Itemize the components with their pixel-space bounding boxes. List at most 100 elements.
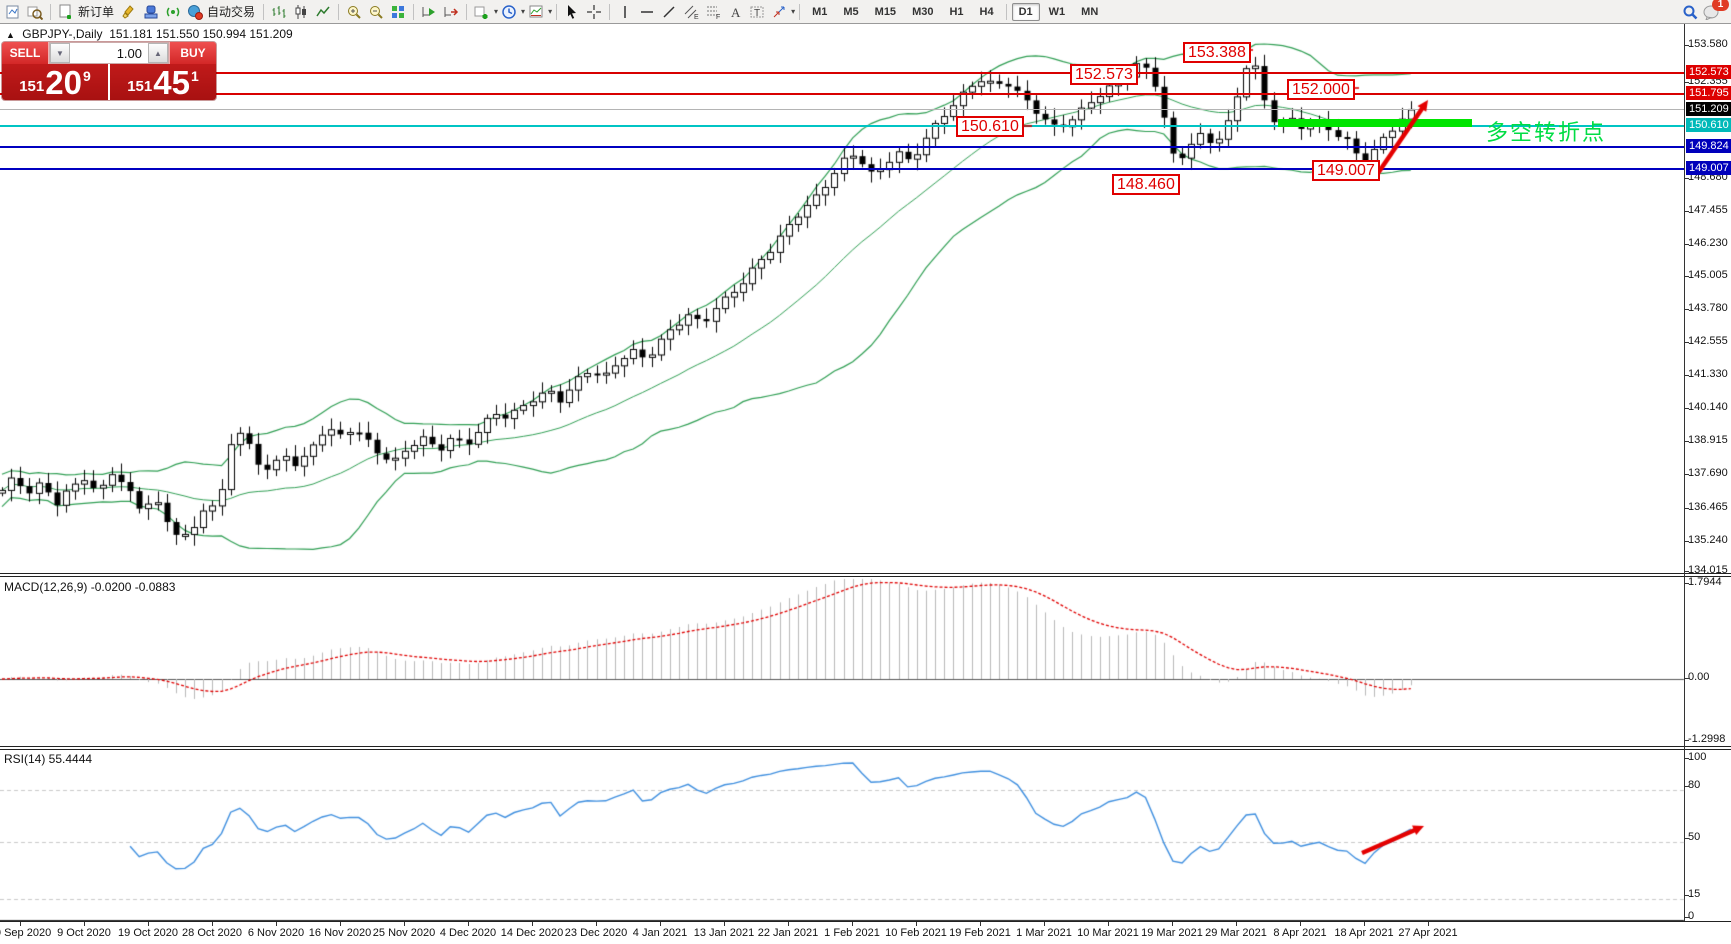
add-indicator-icon[interactable] [471, 2, 493, 22]
text-icon[interactable]: A [724, 2, 746, 22]
support-highlight-band[interactable] [1278, 119, 1472, 127]
rsi-label: RSI(14) 55.4444 [4, 752, 93, 766]
price-callout-150.610[interactable]: 150.610 [956, 116, 1024, 137]
macd-canvas[interactable] [0, 577, 1731, 746]
new-order-label[interactable]: 新订单 [78, 5, 115, 19]
signal-icon[interactable] [162, 2, 184, 22]
hline-149.007[interactable] [0, 167, 1684, 170]
new-order-icon[interactable] [55, 2, 77, 22]
zoom-in-icon[interactable] [343, 2, 365, 22]
buy-button[interactable]: BUY [169, 42, 216, 64]
candle-chart-icon[interactable] [290, 2, 312, 22]
timeframe-D1[interactable]: D1 [1011, 2, 1040, 21]
hline-151.209[interactable] [0, 109, 1684, 111]
hline-149.824[interactable] [0, 145, 1684, 148]
equidistant-channel-icon[interactable]: E [680, 2, 702, 22]
price-callout-149.007[interactable]: 149.007 [1312, 160, 1380, 181]
turning-point-callout[interactable]: 多空转折点 [1486, 120, 1607, 145]
chevron-down-icon[interactable]: ▾ [791, 7, 796, 16]
date-label: 19 Mar 2021 [1141, 927, 1203, 939]
date-tick-mark [404, 922, 405, 926]
arrows-icon[interactable] [768, 2, 790, 22]
price-callout-152.573[interactable]: 152.573 [1070, 64, 1138, 85]
crosshair-icon[interactable] [583, 2, 605, 22]
volume-value[interactable]: 1.00 [116, 45, 142, 61]
horizontal-line-icon[interactable] [636, 2, 658, 22]
hline-151.795[interactable] [0, 92, 1684, 95]
volume-decrease-button[interactable]: ▼ [50, 43, 70, 63]
main-chart-canvas[interactable] [0, 24, 1731, 573]
chart-window-icon[interactable] [2, 2, 24, 22]
axis-tick-mark [1684, 895, 1689, 897]
price-tick-137.690: 137.690 [1688, 467, 1728, 480]
timeframe-W1[interactable]: W1 [1048, 5, 1066, 18]
bar-chart-icon[interactable] [268, 2, 290, 22]
broom-icon[interactable] [118, 2, 140, 22]
notifications-icon[interactable]: 1 [1701, 0, 1729, 22]
timeframe-H1[interactable]: H1 [949, 5, 964, 18]
chart-shift-icon[interactable] [440, 2, 462, 22]
date-tick-mark [852, 922, 853, 926]
svg-text:E: E [694, 14, 699, 20]
date-label: 28 Oct 2020 [182, 927, 242, 939]
price-callout-148.460[interactable]: 148.460 [1112, 174, 1180, 195]
rsi-canvas[interactable] [0, 750, 1731, 921]
date-tick-mark [724, 922, 725, 926]
price-callout-153.388[interactable]: 153.388 [1183, 42, 1251, 63]
search-icon[interactable] [1679, 2, 1701, 22]
axis-tick-mark [1684, 243, 1689, 245]
text-label-icon[interactable]: T [746, 2, 768, 22]
template-icon[interactable] [525, 2, 547, 22]
price-tick-143.780: 143.780 [1688, 302, 1728, 315]
buy-price-display[interactable]: 151 45 1 [110, 64, 216, 100]
volume-increase-button[interactable]: ▲ [148, 43, 168, 63]
profile-icon[interactable] [24, 2, 46, 22]
tile-windows-icon[interactable] [387, 2, 409, 22]
sell-price-display[interactable]: 151 20 9 [2, 64, 110, 100]
axis-tick-mark [1684, 408, 1689, 410]
timeframe-MN[interactable]: MN [1081, 5, 1099, 18]
zoom-out-icon[interactable] [365, 2, 387, 22]
timeframe-M15[interactable]: M15 [874, 5, 897, 18]
date-tick-mark [916, 922, 917, 926]
timeframe-H4[interactable]: H4 [979, 5, 994, 18]
stamp-icon[interactable] [140, 2, 162, 22]
trendline-icon[interactable] [658, 2, 680, 22]
line-chart-icon[interactable] [312, 2, 334, 22]
timeframe-group: M1 M5 M15 M30 H1 H4 D1 W1 MN [804, 2, 1106, 21]
autotrade-icon[interactable] [184, 2, 206, 22]
toolbar-separator [556, 3, 558, 20]
timeframe-M5[interactable]: M5 [843, 5, 859, 18]
chevron-down-icon[interactable]: ▾ [494, 7, 499, 16]
date-label: 1 Mar 2021 [1016, 927, 1072, 939]
date-tick-mark [468, 922, 469, 926]
sell-button[interactable]: SELL [2, 42, 49, 64]
price-tick-135.240: 135.240 [1688, 533, 1728, 546]
price-tick-142.555: 142.555 [1688, 335, 1728, 348]
toolbar-separator [50, 3, 51, 20]
vertical-line-icon[interactable] [614, 2, 636, 22]
volume-stepper: ▼ 1.00 ▲ [49, 42, 169, 64]
date-label: 18 Apr 2021 [1334, 927, 1394, 939]
hline-152.573[interactable] [0, 71, 1684, 74]
timeframe-M1[interactable]: M1 [812, 5, 828, 18]
chevron-down-icon[interactable]: ▾ [548, 7, 553, 16]
fibonacci-icon[interactable]: F [702, 2, 724, 22]
cursor-icon[interactable] [561, 2, 583, 22]
autotrade-label[interactable]: 自动交易 [207, 5, 256, 19]
toolbar-separator [413, 3, 415, 20]
chevron-down-icon[interactable]: ▾ [521, 7, 526, 16]
price-callout-152.000[interactable]: 152.000 [1287, 79, 1355, 100]
price-badge-150.610: 150.610 [1686, 117, 1731, 132]
auto-scroll-icon[interactable] [418, 2, 440, 22]
axis-tick-mark [1684, 740, 1689, 741]
axis-tick-mark [1684, 45, 1689, 46]
period-clock-icon[interactable] [498, 2, 520, 22]
svg-text:A: A [731, 5, 741, 20]
price-badge-149.824: 149.824 [1686, 138, 1731, 153]
price-tick-134.015: 134.015 [1688, 564, 1728, 576]
timeframe-M30[interactable]: M30 [912, 5, 934, 18]
date-tick-mark [1108, 922, 1109, 926]
rsi-level-80: 80 [1688, 778, 1701, 791]
